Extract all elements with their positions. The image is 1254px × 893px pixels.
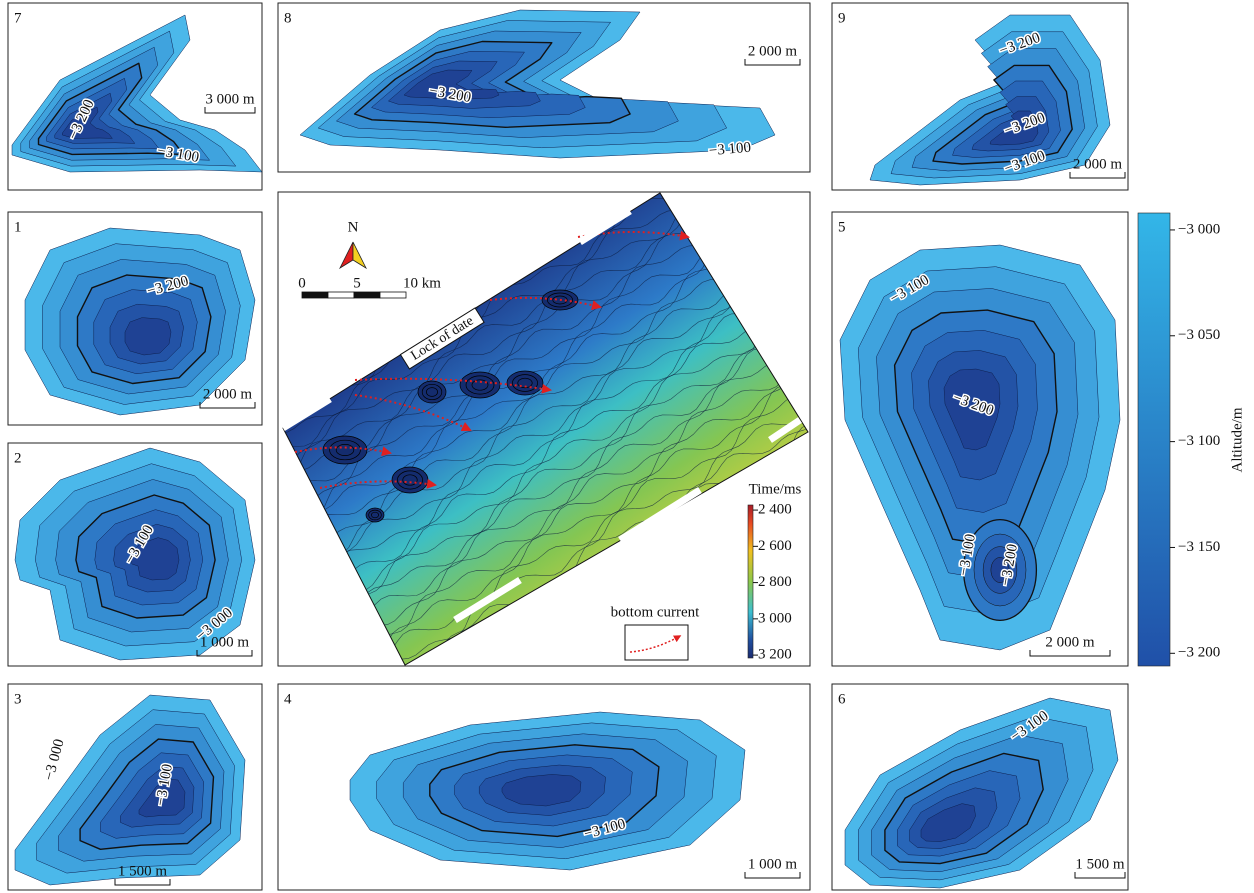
colorbar-title: Altitude/m	[1229, 407, 1245, 472]
basin	[336, 444, 354, 455]
scalebar-seg	[328, 292, 354, 298]
colorbar-tick-label: −3 100	[1178, 433, 1220, 449]
colorbar	[748, 505, 753, 658]
scalebar-label: 0	[298, 275, 306, 291]
colorbar-title: Time/ms	[749, 481, 802, 497]
panel-id: 2	[14, 450, 22, 466]
colorbar	[1138, 213, 1170, 666]
panel-id: 8	[284, 10, 292, 26]
scale-label: 1 500 m	[118, 863, 168, 879]
scalebar-seg	[302, 292, 328, 298]
colorbar-tick-label: 2 600	[758, 538, 792, 554]
north-label: N	[348, 219, 359, 235]
panel-id: 3	[14, 691, 22, 707]
figure: 7−3 200−3 1003 000 m8−3 200−3 1002 000 m…	[0, 0, 1254, 893]
scalebar-label: 10 km	[403, 275, 441, 291]
colorbar-tick-label: 3 200	[758, 647, 792, 663]
panel-id: 6	[838, 691, 846, 707]
panel-id: 1	[14, 219, 22, 235]
panel-id: 7	[14, 10, 22, 26]
scale-label: 1 000 m	[200, 634, 250, 650]
panel-id: 4	[284, 691, 292, 707]
colorbar-tick-label: 3 000	[758, 610, 792, 626]
scale-label: 3 000 m	[205, 91, 255, 107]
scalebar-label: 5	[353, 275, 361, 291]
scalebar-seg	[380, 292, 406, 298]
scale-label: 1 500 m	[1075, 856, 1125, 872]
scale-label: 2 000 m	[1045, 634, 1095, 650]
scale-label: 2 000 m	[748, 43, 798, 59]
colorbar-tick-label: −3 050	[1178, 327, 1220, 343]
colorbar-tick-label: −3 200	[1178, 645, 1220, 661]
scalebar-seg	[354, 292, 380, 298]
panel-id: 5	[838, 219, 846, 235]
legend-box	[625, 625, 688, 660]
basin	[371, 512, 378, 518]
scale-label: 2 000 m	[1073, 156, 1123, 172]
colorbar-tick-label: −3 000	[1178, 221, 1220, 237]
colorbar-tick-label: −3 150	[1178, 539, 1220, 555]
basin	[426, 388, 437, 397]
scale-label: 2 000 m	[203, 386, 253, 402]
colorbar-tick-label: 2 800	[758, 574, 792, 590]
panel-id: 9	[838, 10, 846, 26]
legend-label: bottom current	[611, 604, 701, 620]
colorbar-tick-label: 2 400	[758, 502, 792, 518]
scale-label: 1 000 m	[748, 856, 798, 872]
